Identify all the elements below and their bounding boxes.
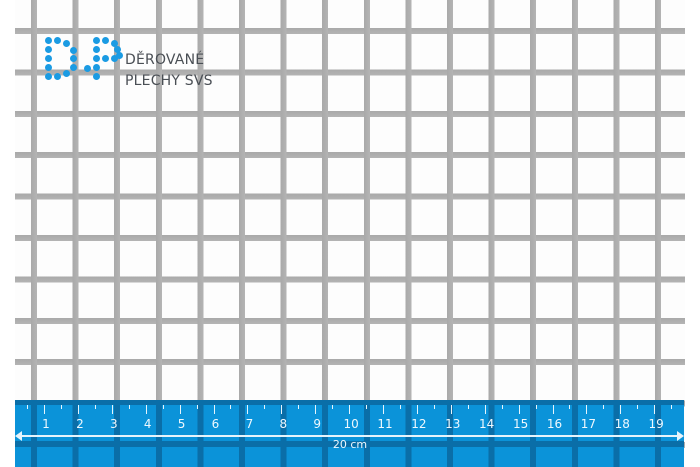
logo-dot [70,47,77,54]
ruler-label: 12 [411,417,427,431]
minor-tick [535,405,537,409]
major-tick [281,405,283,414]
major-tick [518,405,520,414]
ruler-label: 8 [279,417,288,431]
minor-tick [603,405,605,409]
minor-tick [27,405,29,409]
ruler-label: 6 [211,417,220,431]
ruler-label: 1 [42,417,50,431]
minor-tick [569,405,571,409]
logo-dot [93,73,100,80]
ruler-label: 9 [313,417,322,431]
logo-dot [45,55,52,62]
logo-dot [93,37,100,44]
ruler-label: 14 [479,417,495,431]
minor-tick [501,405,503,409]
minor-tick [230,405,232,409]
arrow-left-icon [15,431,22,441]
major-tick [44,405,45,414]
major-tick [247,405,249,414]
brand-line-2: PLECHY SVS [125,73,213,89]
minor-tick [60,405,62,409]
logo-dot [102,37,109,44]
ruler-label: 2 [76,417,84,431]
major-tick [620,405,622,414]
logo-dot [93,64,100,71]
minor-tick [196,405,198,409]
perforated-sheet [15,0,685,467]
ruler-label: 3 [109,417,118,431]
minor-tick [399,405,401,409]
logo-dot [63,40,70,47]
major-tick [383,405,384,414]
minor-tick [433,405,435,409]
ruler-label: 18 [614,417,630,431]
dimension-line [18,435,681,437]
major-tick [179,405,181,414]
ruler-label: 7 [245,417,254,431]
ruler-label: 4 [143,417,152,431]
major-tick [315,405,317,414]
ruler-label: 5 [177,417,186,431]
ruler: 20 cm 1 2 3 4 5 6 7 8 9 10 11 12 13 14 15 16 17 18 19 [15,400,684,467]
logo-dot [111,40,118,47]
logo-dot [54,73,61,80]
arrow-right-icon [677,431,684,441]
minor-tick [366,405,368,409]
major-tick [586,405,588,414]
minor-tick [162,405,164,409]
major-tick [213,405,215,414]
major-tick [145,405,147,414]
major-tick [552,405,554,414]
major-tick [77,405,79,414]
logo-dot [54,37,61,44]
logo-dot [45,46,52,53]
major-tick [111,405,113,414]
logo-dot [45,73,52,80]
minor-tick [332,405,334,409]
ruler-label: 10 [343,417,359,431]
logo-dot [45,64,52,71]
logo-dot [114,46,121,53]
major-tick [484,405,486,414]
logo-dot [93,55,100,62]
logo-dot [45,37,52,44]
logo-dot [70,64,77,71]
brand-line-1: DĚROVANÉ [125,52,205,68]
major-tick [416,405,418,414]
logo-dot [93,46,100,53]
ruler-label: 16 [546,417,563,431]
logo-dot [84,65,91,72]
minor-tick [298,405,300,409]
major-tick [349,405,351,414]
ruler-label: 11 [377,417,393,431]
length-label: 20 cm [332,438,368,451]
minor-tick [671,405,673,409]
ruler-label: 19 [648,417,664,431]
minor-tick [637,405,639,409]
brand-name: DĚROVANÉ PLECHY SVS [125,50,213,92]
logo-dot [116,52,123,59]
logo-dot [102,55,109,62]
major-tick [654,405,656,414]
logo-dot [63,70,70,77]
minor-tick [94,405,96,409]
minor-tick [264,405,266,409]
ruler-label: 13 [445,417,461,431]
major-tick [450,405,452,414]
minor-tick [128,405,130,409]
ruler-label: 17 [580,417,597,431]
ruler-label: 15 [512,417,529,431]
logo-dot [111,55,118,62]
minor-tick [467,405,469,409]
logo-dot [70,55,77,62]
